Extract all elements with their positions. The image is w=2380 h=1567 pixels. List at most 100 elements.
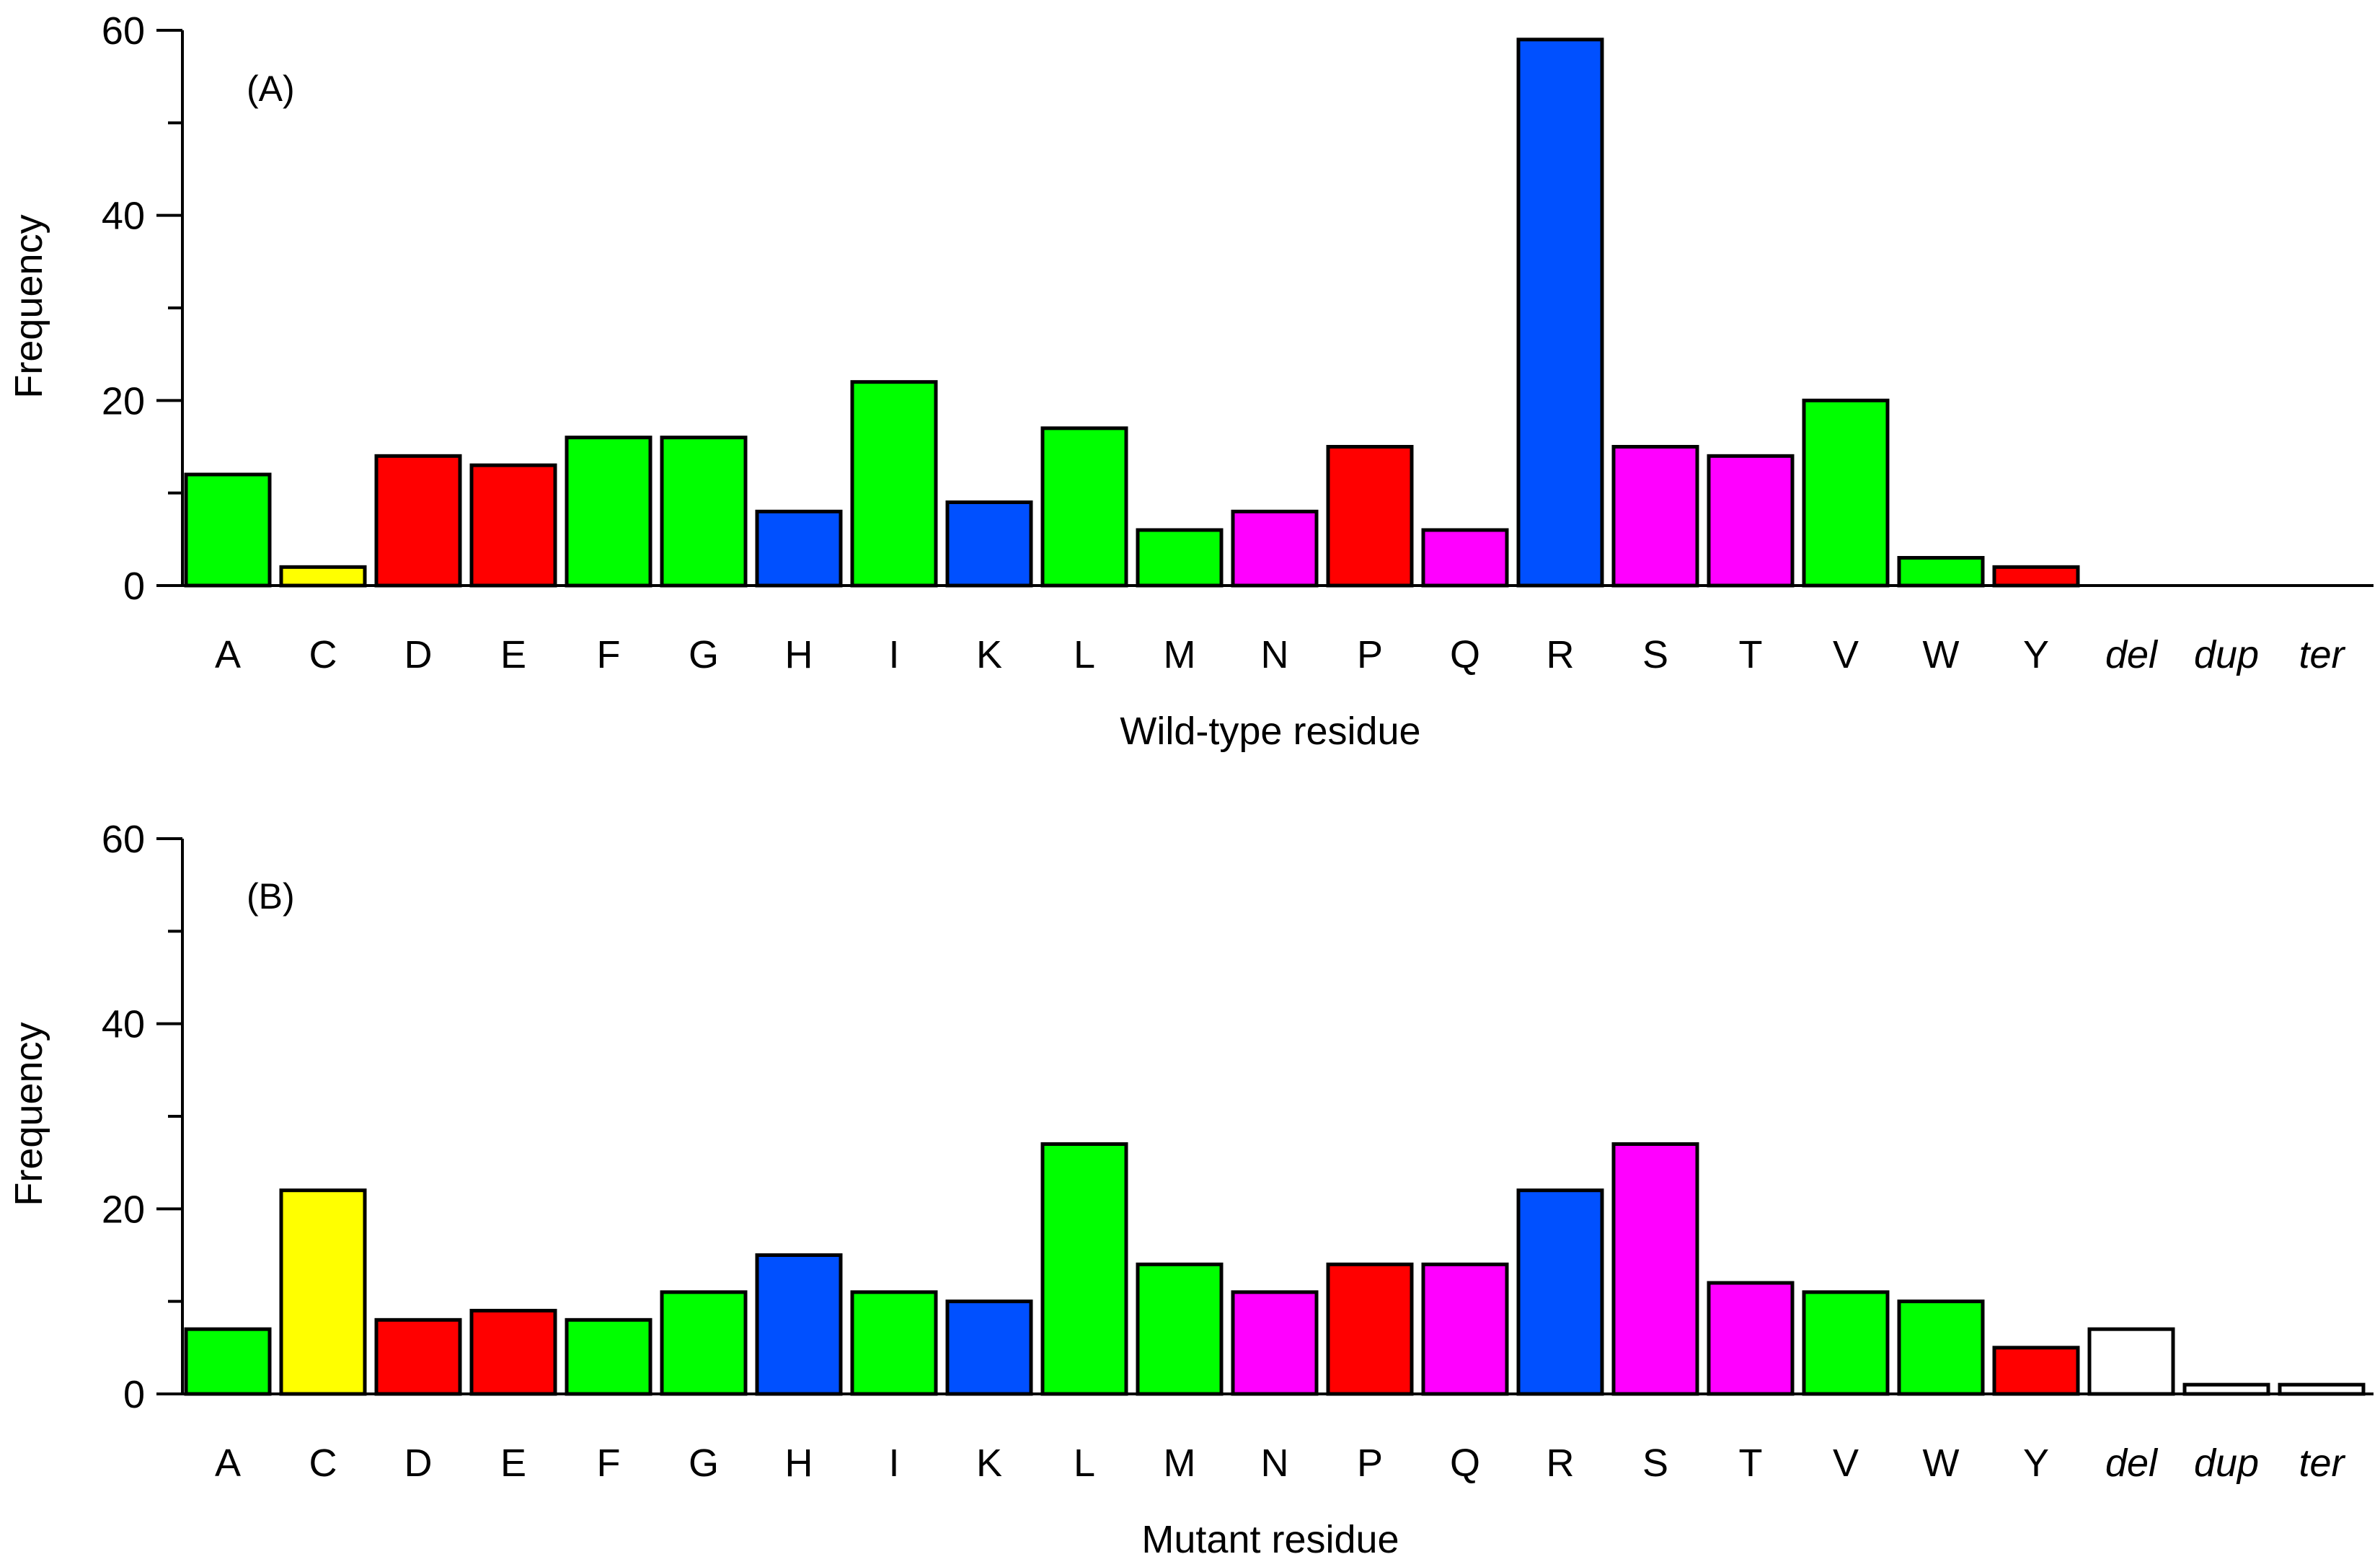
y-tick-label: 40 — [102, 195, 145, 238]
x-tick-label-K: K — [976, 633, 1002, 676]
x-tick-label-D: D — [404, 633, 433, 676]
x-tick-label-R: R — [1547, 1442, 1575, 1485]
y-tick-label: 20 — [102, 379, 145, 423]
bar-Q — [1421, 528, 1509, 588]
y-tick-label: 20 — [102, 1188, 145, 1231]
bar-M — [1136, 528, 1224, 588]
bar-L — [1040, 1142, 1128, 1396]
x-tick-label-P: P — [1357, 633, 1383, 676]
x-tick-label-V: V — [1833, 1442, 1859, 1485]
x-tick-label-Q: Q — [1450, 633, 1480, 676]
x-tick-label-ter: ter — [2299, 1442, 2345, 1485]
x-tick-label-E: E — [500, 1442, 526, 1485]
x-tick-label-S: S — [1642, 1442, 1668, 1485]
panel-label: (A) — [247, 69, 295, 109]
x-tick-label-A: A — [215, 633, 241, 676]
bar-W — [1897, 1299, 1985, 1396]
bar-N — [1231, 509, 1319, 588]
bar-T — [1707, 454, 1795, 588]
bar-L — [1040, 426, 1128, 588]
x-tick-label-P: P — [1357, 1442, 1383, 1485]
bar-R — [1516, 1188, 1604, 1396]
bar-I — [850, 380, 938, 588]
x-tick-label-del: del — [2105, 1442, 2159, 1485]
x-tick-label-M: M — [1164, 633, 1196, 676]
y-tick-label: 0 — [123, 1373, 145, 1416]
bar-Q — [1421, 1262, 1509, 1396]
bar-D — [374, 1317, 462, 1396]
bar-del — [2087, 1327, 2175, 1396]
x-axis-title: Mutant residue — [1141, 1518, 1399, 1561]
bar-V — [1802, 398, 1890, 588]
bar-P — [1326, 1262, 1414, 1396]
y-tick-label: 0 — [123, 565, 145, 608]
x-tick-label-L: L — [1074, 633, 1095, 676]
bar-F — [565, 436, 652, 588]
x-tick-label-K: K — [976, 1442, 1002, 1485]
x-tick-label-V: V — [1833, 633, 1859, 676]
bar-H — [755, 1253, 843, 1396]
bar-W — [1897, 556, 1985, 588]
x-tick-label-M: M — [1164, 1442, 1196, 1485]
bar-N — [1231, 1290, 1319, 1396]
x-axis-title: Wild-type residue — [1120, 710, 1420, 753]
bar-Y — [1992, 565, 2080, 588]
bar-A — [184, 1327, 272, 1396]
x-tick-label-Q: Q — [1450, 1442, 1480, 1485]
bar-Y — [1992, 1346, 2080, 1396]
bar-V — [1802, 1290, 1890, 1396]
x-tick-label-N: N — [1261, 633, 1289, 676]
x-tick-label-L: L — [1074, 1442, 1095, 1485]
x-tick-label-dup: dup — [2194, 1442, 2259, 1485]
bar-S — [1611, 445, 1699, 588]
y-axis-title: Frequency — [7, 1022, 50, 1206]
x-tick-label-S: S — [1642, 633, 1668, 676]
x-tick-label-N: N — [1261, 1442, 1289, 1485]
x-tick-label-G: G — [689, 1442, 719, 1485]
x-tick-label-F: F — [597, 1442, 621, 1485]
y-tick-label: 40 — [102, 1003, 145, 1046]
bar-K — [945, 500, 1033, 588]
x-tick-label-F: F — [597, 633, 621, 676]
x-tick-label-T: T — [1739, 1442, 1763, 1485]
bar-A — [184, 472, 272, 588]
x-tick-label-I: I — [888, 633, 899, 676]
x-tick-label-R: R — [1547, 633, 1575, 676]
x-tick-label-I: I — [888, 1442, 899, 1485]
bar-M — [1136, 1262, 1224, 1396]
x-tick-label-T: T — [1739, 633, 1763, 676]
y-tick-label: 60 — [102, 818, 145, 861]
bars-group — [184, 37, 2080, 588]
x-tick-label-C: C — [309, 633, 337, 676]
x-tick-label-del: del — [2105, 633, 2159, 676]
bar-G — [660, 436, 748, 588]
bar-G — [660, 1290, 748, 1396]
x-tick-label-W: W — [1923, 633, 1960, 676]
bar-D — [374, 454, 462, 588]
x-tick-label-E: E — [500, 633, 526, 676]
x-tick-label-Y: Y — [2023, 1442, 2049, 1485]
bar-R — [1516, 37, 1604, 588]
x-tick-label-H: H — [785, 633, 813, 676]
panel-label: (B) — [247, 876, 295, 917]
bars-group — [184, 1142, 2366, 1396]
x-tick-label-dup: dup — [2194, 633, 2259, 676]
bar-I — [850, 1290, 938, 1396]
bar-C — [279, 1188, 367, 1396]
bar-H — [755, 509, 843, 588]
y-tick-label: 60 — [102, 9, 145, 53]
bar-F — [565, 1317, 652, 1396]
bar-E — [469, 463, 557, 588]
bar-T — [1707, 1281, 1795, 1396]
y-axis-title: Frequency — [7, 214, 50, 398]
bar-C — [279, 565, 367, 588]
x-tick-label-C: C — [309, 1442, 337, 1485]
bar-E — [469, 1309, 557, 1396]
x-tick-label-Y: Y — [2023, 633, 2049, 676]
x-tick-label-A: A — [215, 1442, 241, 1485]
bar-P — [1326, 445, 1414, 588]
